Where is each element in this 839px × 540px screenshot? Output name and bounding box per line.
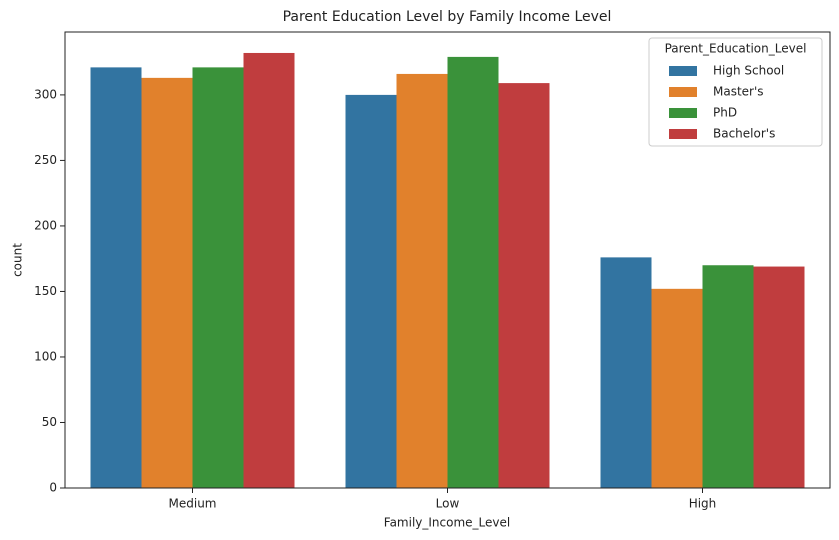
legend-title: Parent_Education_Level <box>665 42 807 56</box>
legend-swatch <box>669 129 697 139</box>
bar <box>600 257 652 488</box>
bar <box>90 67 142 489</box>
bar <box>396 73 448 489</box>
legend-label: Master's <box>713 85 764 99</box>
y-tick-label: 150 <box>34 284 57 298</box>
y-tick-label: 0 <box>49 481 57 495</box>
y-tick-label: 200 <box>34 218 57 232</box>
y-axis-label: count <box>11 243 25 277</box>
y-tick-label: 100 <box>34 349 57 363</box>
x-tick-label: Medium <box>169 497 217 511</box>
bar <box>447 56 499 489</box>
legend-swatch <box>669 108 697 118</box>
x-tick-label: High <box>689 497 717 511</box>
bar <box>243 52 295 489</box>
x-tick-label: Low <box>436 497 460 511</box>
bar <box>498 83 550 488</box>
x-axis-label: Family_Income_Level <box>384 516 510 530</box>
legend-box <box>648 37 823 147</box>
y-tick-label: 250 <box>34 153 57 167</box>
y-tick-label: 50 <box>42 415 57 429</box>
legend-label: High School <box>713 64 784 78</box>
bar <box>345 94 397 489</box>
bar <box>753 266 805 488</box>
chart-title: Parent Education Level by Family Income … <box>283 9 612 25</box>
y-tick-label: 300 <box>34 87 57 101</box>
bar <box>192 67 244 489</box>
bar <box>702 265 754 488</box>
bar <box>651 288 703 488</box>
plot-frame <box>64 31 831 489</box>
legend-swatch <box>669 66 697 76</box>
legend-label: Bachelor's <box>713 127 775 141</box>
bar <box>141 77 193 489</box>
legend-swatch <box>669 87 697 97</box>
legend-label: PhD <box>713 106 737 120</box>
